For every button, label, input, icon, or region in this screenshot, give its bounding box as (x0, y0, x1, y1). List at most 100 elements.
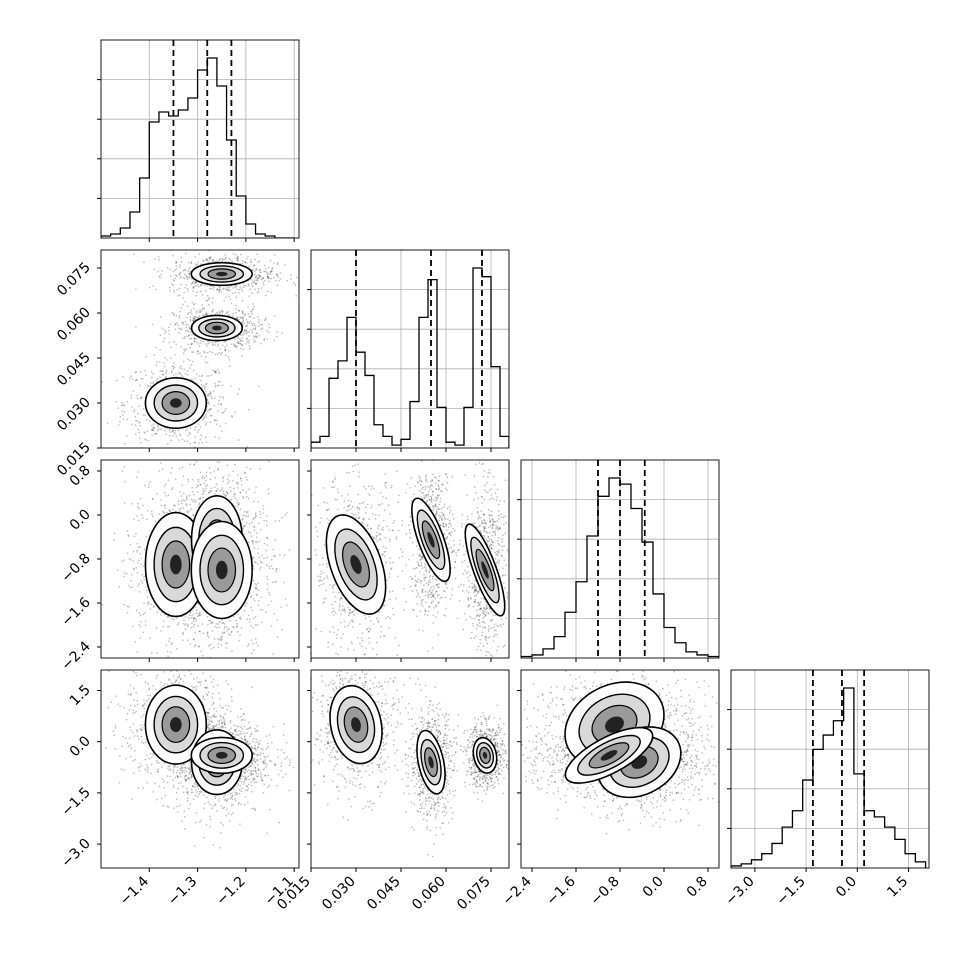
scatter-point (219, 288, 221, 291)
scatter-point (187, 288, 189, 290)
scatter-point (139, 424, 141, 427)
scatter-point (262, 278, 264, 280)
scatter-point (241, 321, 243, 324)
scatter-point (331, 611, 334, 613)
scatter-point (256, 292, 259, 294)
scatter-point (377, 503, 380, 506)
scatter-point (240, 288, 243, 291)
scatter-point (224, 349, 226, 352)
scatter-point (236, 257, 239, 259)
scatter-point (241, 344, 243, 346)
scatter-point (366, 525, 369, 527)
scatter-point (202, 307, 204, 309)
scatter-point (211, 630, 213, 632)
scatter-point (198, 614, 200, 617)
scatter-point (254, 638, 257, 640)
scatter-point (137, 585, 139, 587)
scatter-point (237, 342, 240, 345)
scatter-point (382, 496, 384, 498)
scatter-point (144, 612, 146, 614)
scatter-point (225, 647, 228, 649)
scatter-point (145, 586, 147, 588)
scatter-point (371, 648, 374, 650)
scatter-point (206, 352, 209, 354)
scatter-point (286, 279, 288, 282)
scatter-point (259, 510, 261, 513)
scatter-point (137, 519, 140, 522)
scatter-point (221, 260, 223, 263)
scatter-point (167, 494, 170, 497)
scatter-point (155, 288, 157, 291)
scatter-point (242, 496, 244, 498)
scatter-point (218, 626, 220, 629)
scatter-point (197, 480, 200, 483)
scatter-point (226, 492, 229, 495)
scatter-point (219, 286, 221, 288)
scatter-point (145, 356, 147, 358)
scatter-point (241, 312, 244, 314)
scatter-point (184, 269, 187, 271)
scatter-point (199, 497, 202, 499)
scatter-point (320, 630, 322, 633)
scatter-point (239, 286, 242, 289)
scatter-point (245, 330, 247, 332)
density-peak (215, 271, 228, 277)
scatter-point (179, 372, 181, 374)
scatter-point (116, 569, 119, 572)
scatter-point (254, 616, 257, 618)
scatter-point (137, 503, 139, 505)
scatter-point (198, 315, 201, 318)
scatter-point (260, 621, 263, 623)
scatter-point (260, 328, 262, 331)
scatter-point (271, 270, 273, 272)
scatter-point (192, 286, 195, 288)
scatter-point (230, 498, 233, 501)
scatter-point (144, 432, 146, 434)
scatter-point (152, 606, 155, 608)
scatter-point (203, 314, 205, 317)
scatter-point (366, 628, 368, 631)
scatter-point (223, 627, 225, 630)
scatter-point (199, 311, 202, 313)
scatter-point (180, 365, 182, 367)
scatter-point (251, 556, 254, 559)
scatter-point (239, 342, 241, 345)
scatter-point (376, 540, 379, 542)
scatter-point (214, 436, 216, 438)
scatter-point (267, 492, 270, 495)
scatter-point (133, 535, 136, 538)
scatter-point (242, 260, 244, 262)
scatter-point (218, 311, 220, 313)
scatter-point (315, 526, 317, 528)
scatter-point (224, 346, 226, 348)
scatter-point (209, 284, 212, 287)
scatter-point (203, 477, 206, 479)
scatter-point (194, 501, 196, 503)
scatter-point (214, 386, 216, 388)
scatter-point (234, 345, 237, 347)
scatter-point (206, 314, 208, 317)
scatter-point (266, 330, 268, 332)
scatter-point (151, 498, 154, 500)
scatter-point (195, 280, 198, 283)
scatter-point (227, 482, 229, 484)
scatter-point (182, 297, 184, 299)
scatter-point (265, 294, 267, 297)
scatter-point (236, 505, 238, 507)
scatter-point (222, 477, 224, 480)
scatter-point (194, 645, 196, 647)
panel-content (101, 40, 299, 238)
scatter-point (159, 334, 161, 336)
scatter-point (335, 652, 337, 655)
scatter-point (353, 665, 354, 666)
scatter-point (121, 470, 124, 472)
scatter-point (232, 287, 234, 289)
scatter-point (211, 397, 213, 400)
scatter-point (333, 631, 335, 634)
scatter-point (234, 291, 237, 294)
scatter-point (185, 503, 187, 505)
scatter-point (379, 636, 382, 638)
scatter-point (391, 484, 393, 487)
scatter-point (202, 453, 203, 454)
scatter-point (143, 261, 145, 263)
